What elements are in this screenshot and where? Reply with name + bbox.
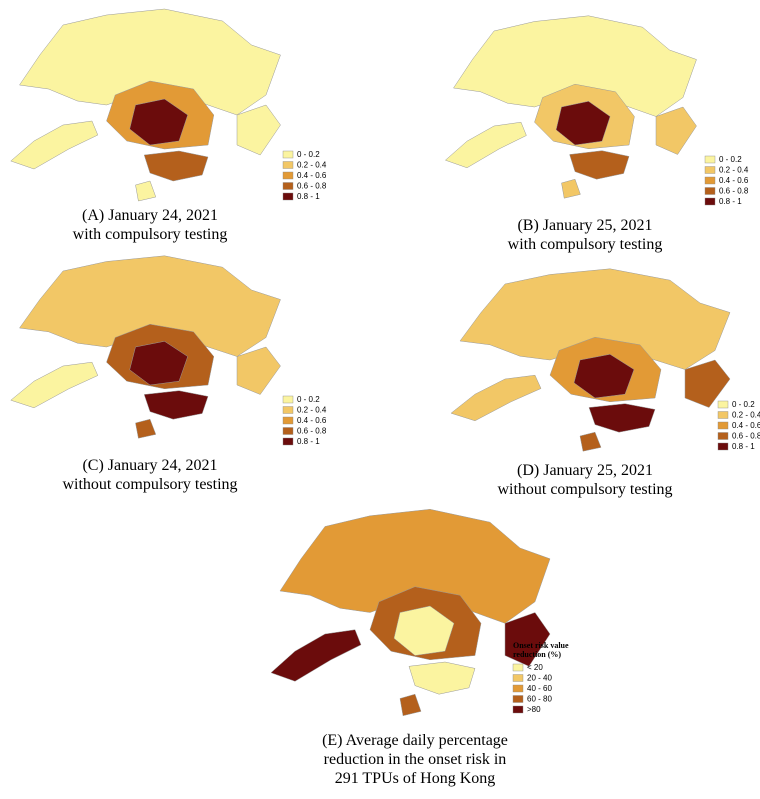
legend-label: 0.2 - 0.4 xyxy=(297,161,327,170)
legend-swatch xyxy=(704,176,716,185)
legend-swatch xyxy=(282,150,294,159)
legend-label: 0 - 0.2 xyxy=(732,400,755,409)
legend-swatch xyxy=(512,674,524,682)
map-region xyxy=(135,418,157,439)
legend-swatch xyxy=(282,427,294,435)
legend-label: 60 - 80 xyxy=(527,695,552,704)
map-region xyxy=(569,150,630,180)
legend-swatch xyxy=(717,421,729,430)
caption: without compulsory testing xyxy=(62,476,237,493)
legend-label: 0.4 - 0.6 xyxy=(732,421,760,430)
legend-label: 0 - 0.2 xyxy=(297,395,320,404)
legend-label: 0.6 - 0.8 xyxy=(732,432,760,441)
legend-swatch xyxy=(282,437,294,446)
map-region xyxy=(561,178,581,199)
legend-label: 40 - 60 xyxy=(527,684,552,693)
caption: (D) January 25, 2021 xyxy=(517,462,653,479)
legend-swatch xyxy=(282,416,294,425)
map-region xyxy=(408,661,476,695)
caption: without compulsory testing xyxy=(497,481,672,498)
legend-label: >80 xyxy=(527,705,541,714)
legend-swatch xyxy=(282,171,294,180)
map-region xyxy=(655,106,697,155)
legend-title: reduction (%) xyxy=(513,650,561,659)
legend-label: 0.8 - 1 xyxy=(732,442,755,451)
legend-label: 0.6 - 0.8 xyxy=(297,182,327,191)
caption: (E) Average daily percentage xyxy=(322,732,508,749)
map-region xyxy=(10,361,99,409)
map-region xyxy=(399,693,422,717)
legend-swatch xyxy=(512,663,524,672)
legend-swatch xyxy=(717,411,729,419)
map-region xyxy=(504,612,551,667)
legend-label: 0.4 - 0.6 xyxy=(719,176,749,185)
map-panel: 0 - 0.2 0.2 - 0.40.4 - 0.6 0.6 - 0.80.8 - … xyxy=(444,15,749,253)
map-region xyxy=(129,341,189,386)
caption: with compulsory testing xyxy=(73,226,228,243)
legend-swatch xyxy=(704,155,716,164)
map-region xyxy=(236,346,281,395)
legend-swatch xyxy=(512,684,524,693)
legend-label: 0.4 - 0.6 xyxy=(297,171,327,180)
map-region xyxy=(684,359,731,408)
map-region xyxy=(393,605,455,656)
legend-swatch xyxy=(704,197,716,206)
legend-label: 0 - 0.2 xyxy=(719,155,742,164)
caption: (B) January 25, 2021 xyxy=(517,217,652,234)
legend-label: 0.6 - 0.8 xyxy=(719,187,749,196)
legend-swatch xyxy=(282,182,294,190)
map-panel: 0 - 0.2 0.2 - 0.40.4 - 0.6 0.6 - 0.80.8 - … xyxy=(450,268,760,498)
legend-swatch xyxy=(282,161,294,169)
legend-swatch xyxy=(512,705,524,714)
map-region xyxy=(270,629,362,682)
map-region xyxy=(555,101,611,146)
legend-label: 20 - 40 xyxy=(527,674,552,683)
map-region xyxy=(143,150,209,182)
legend-swatch xyxy=(704,166,716,174)
map-region xyxy=(444,121,527,169)
legend-swatch xyxy=(512,695,524,703)
legend-label: 0.2 - 0.4 xyxy=(719,166,749,175)
map-region xyxy=(129,98,188,146)
legend-label: 0.2 - 0.4 xyxy=(732,411,760,420)
legend-label: 0.2 - 0.4 xyxy=(297,406,327,415)
legend-swatch xyxy=(717,400,729,409)
legend-label: 0.8 - 1 xyxy=(297,437,320,446)
legend-label: 0 - 0.2 xyxy=(297,150,320,159)
caption: (C) January 24, 2021 xyxy=(82,457,217,474)
map-region xyxy=(450,374,542,422)
legend-label: 0.4 - 0.6 xyxy=(297,416,327,425)
map-region xyxy=(579,431,602,452)
legend-swatch xyxy=(282,192,294,201)
legend-swatch xyxy=(704,187,716,195)
legend-title: Onset risk value xyxy=(513,641,569,650)
caption: reduction in the onset risk in xyxy=(324,751,507,768)
map-region xyxy=(135,180,157,202)
legend-swatch xyxy=(717,432,729,440)
map-region xyxy=(143,390,209,420)
map-panel: 0 - 0.2 0.2 - 0.40.4 - 0.6 0.6 - 0.80.8 - … xyxy=(10,8,327,243)
legend-label: < 20 xyxy=(527,663,543,672)
legend-label: 0.8 - 1 xyxy=(719,197,742,206)
legend-swatch xyxy=(282,395,294,404)
legend-swatch xyxy=(717,442,729,451)
map-region xyxy=(573,354,635,399)
caption: with compulsory testing xyxy=(508,236,663,253)
map-region xyxy=(10,120,99,170)
legend-label: 0.8 - 1 xyxy=(297,192,320,201)
map-region xyxy=(236,104,281,156)
legend-swatch xyxy=(282,406,294,414)
caption: (A) January 24, 2021 xyxy=(82,207,218,224)
map-panel: 0 - 0.2 0.2 - 0.40.4 - 0.6 0.6 - 0.80.8 - … xyxy=(10,255,327,493)
caption: 291 TPUs of Hong Kong xyxy=(335,770,496,787)
legend-label: 0.6 - 0.8 xyxy=(297,427,327,436)
map-region xyxy=(588,403,656,433)
